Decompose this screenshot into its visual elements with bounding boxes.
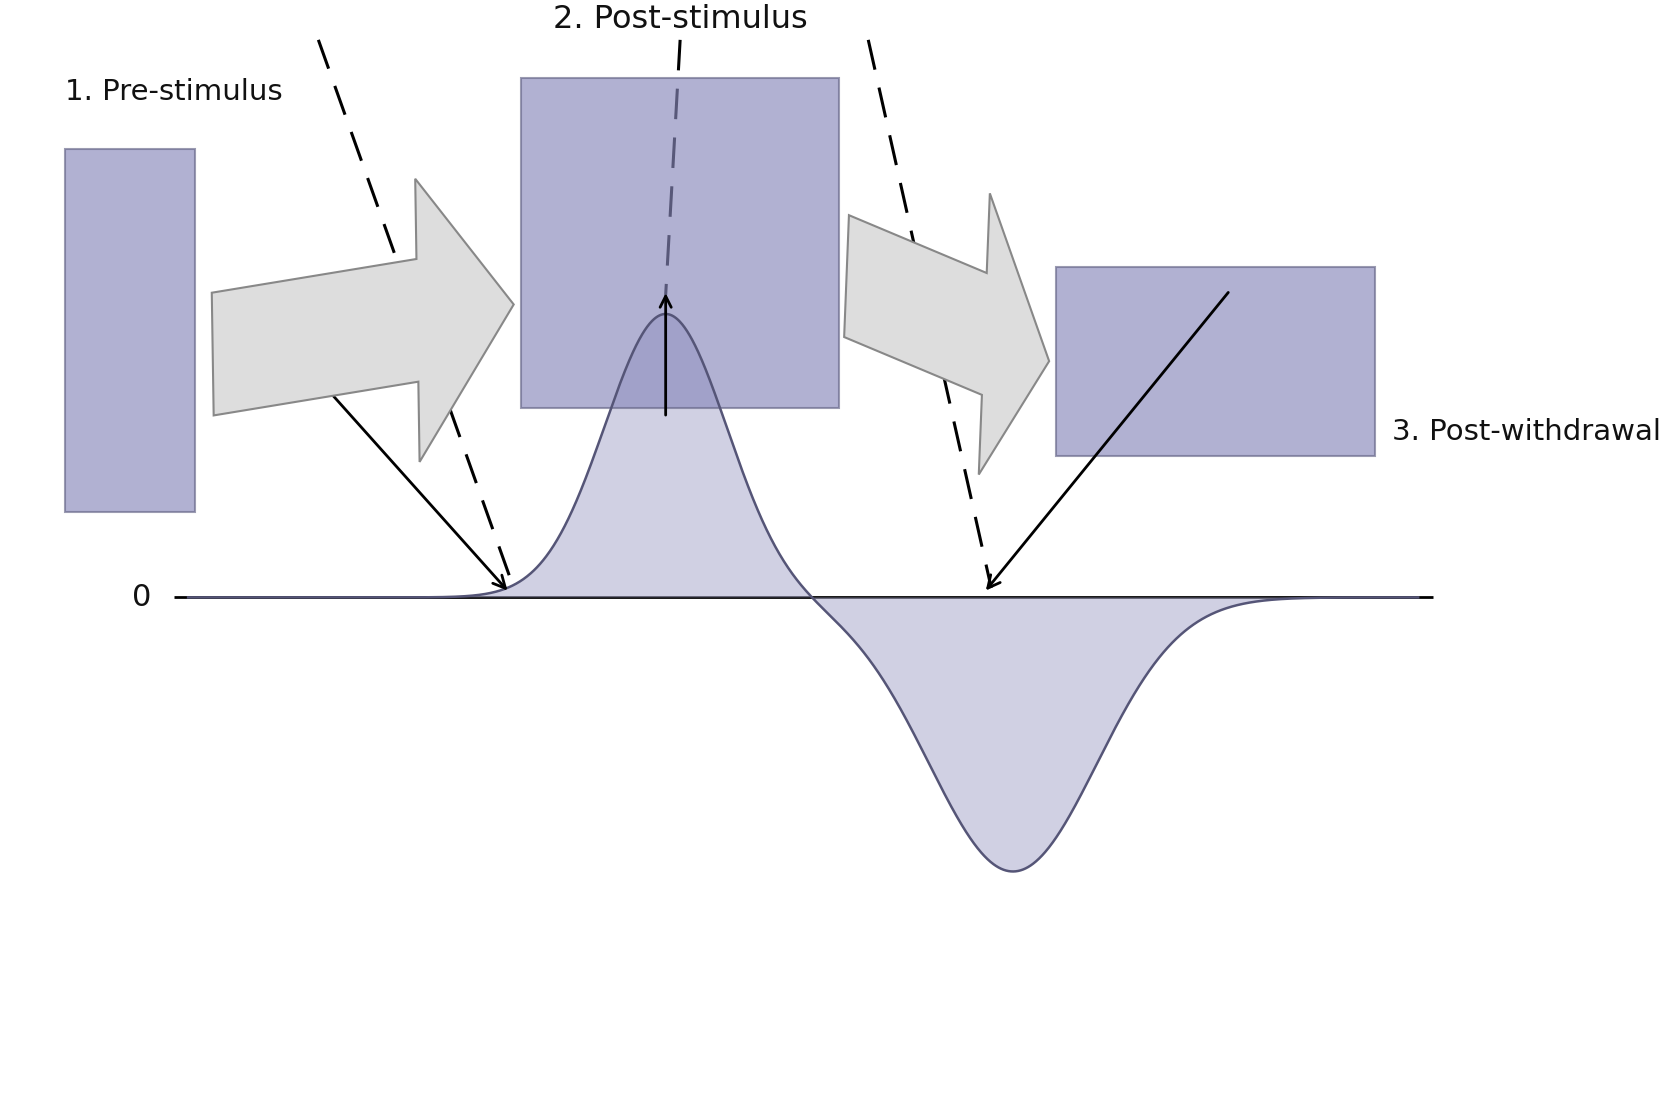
- Text: 1. Pre-stimulus: 1. Pre-stimulus: [65, 78, 283, 106]
- Bar: [1057, 267, 1375, 456]
- Bar: [65, 149, 195, 513]
- Text: 3. Post-withdrawal: 3. Post-withdrawal: [1392, 418, 1660, 446]
- Text: 0: 0: [132, 582, 152, 612]
- Bar: [522, 77, 839, 408]
- Text: 2. Post-stimulus: 2. Post-stimulus: [553, 4, 807, 35]
- Polygon shape: [212, 179, 513, 462]
- Polygon shape: [844, 193, 1049, 474]
